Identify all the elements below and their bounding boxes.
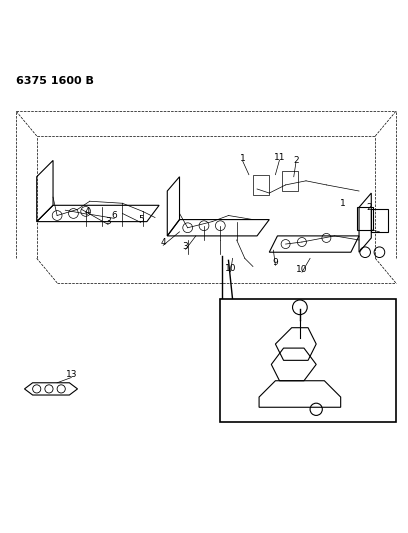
Text: 10: 10 (296, 265, 308, 274)
Bar (282, 171, 298, 191)
Text: 4: 4 (160, 238, 166, 247)
Text: 13: 13 (66, 370, 77, 379)
Text: 3: 3 (183, 243, 188, 252)
Text: 2: 2 (293, 156, 299, 165)
Text: 8: 8 (354, 358, 360, 367)
Bar (371, 209, 388, 232)
Text: 10: 10 (225, 264, 236, 273)
Bar (357, 207, 373, 230)
Text: 1: 1 (240, 154, 246, 163)
Text: 5: 5 (138, 215, 144, 224)
Text: 7: 7 (332, 298, 337, 308)
Text: 12: 12 (302, 360, 314, 369)
Text: 4: 4 (85, 207, 91, 216)
Text: 9: 9 (273, 258, 278, 267)
Text: 11: 11 (274, 152, 285, 161)
Text: 2: 2 (366, 203, 372, 212)
Text: 1: 1 (340, 199, 346, 208)
Bar (220, 299, 396, 422)
Text: 6: 6 (111, 211, 117, 220)
Bar (253, 175, 269, 195)
Text: 6375 1600 B: 6375 1600 B (16, 76, 94, 86)
Text: 3: 3 (105, 217, 111, 226)
